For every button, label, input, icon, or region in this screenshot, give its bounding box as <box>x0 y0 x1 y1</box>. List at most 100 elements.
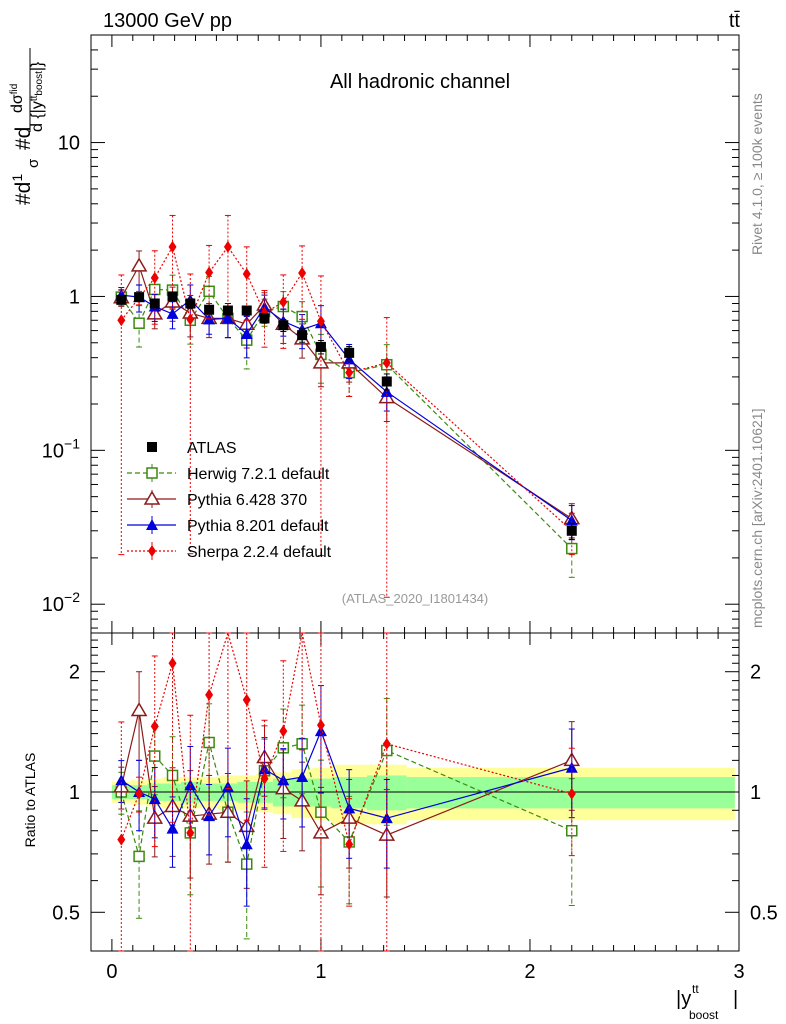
legend: ATLAS Herwig 7.2.1 default Pythia 6.428 37… <box>127 440 332 561</box>
y-label-numerator: dσfid <box>9 84 27 113</box>
x-label-abs-close: | <box>733 988 738 1010</box>
ratio-axes: 0 1 2 3 0.5 0.5 1 1 2 2 <box>52 632 778 983</box>
legend-marker-pythia-6-428-370 <box>143 490 161 505</box>
sherpa-2-2-4-default-ratio-point <box>279 725 288 738</box>
atlas-point <box>167 291 178 302</box>
sherpa-2-2-4-default-ratio-point <box>117 833 126 846</box>
herwig-7-2-1-default-ratio-point <box>566 824 578 837</box>
y-tick-label: 10−2 <box>42 589 80 616</box>
ratio-tick-label-right: 1 <box>750 782 761 804</box>
legend-label-atlas: ATLAS <box>187 440 237 457</box>
pythia-8-201-default-line <box>121 294 573 521</box>
legend-marker-atlas <box>147 442 157 452</box>
sherpa-2-2-4-default-ratio-point <box>242 693 251 706</box>
pythia-8-201-default-ratio-point <box>148 793 161 805</box>
ratio-series-layer <box>113 630 581 952</box>
herwig-7-2-1-default-point <box>133 317 145 329</box>
process-label: tt̄ <box>729 10 741 32</box>
legend-marker-herwig-7-2-1-default <box>146 467 158 479</box>
legend-label-pythia-8-201-default: Pythia 8.201 default <box>187 518 329 535</box>
channel-title: All hadronic channel <box>330 71 510 93</box>
ratio-y-label: Ratio to ATLAS <box>22 753 38 848</box>
sherpa-2-2-4-default-line <box>120 245 573 532</box>
atlas-point <box>259 313 270 324</box>
herwig-7-2-1-default-point <box>566 542 578 555</box>
sherpa-2-2-4-default-point <box>117 314 126 327</box>
sherpa-2-2-4-default-point <box>345 366 354 379</box>
pythia-6-428-370-point <box>130 257 148 272</box>
atlas-point <box>204 304 215 315</box>
sherpa-2-2-4-default-point <box>242 267 251 280</box>
x-label-tt: tt <box>692 982 699 996</box>
analysis-id: (ATLAS_2020_I1801434) <box>342 591 488 606</box>
atlas-point <box>116 294 127 305</box>
sherpa-2-2-4-default-ratio-point <box>260 772 269 785</box>
sherpa-2-2-4-default-ratio-point <box>168 657 177 670</box>
sherpa-2-2-4-default-point <box>316 315 325 328</box>
atlas-point <box>222 305 233 316</box>
atlas-point <box>185 298 196 309</box>
herwig-7-2-1-default-ratio-point <box>133 850 145 863</box>
ratio-tick-label-right: 2 <box>750 662 761 684</box>
pythia-8-201-default-point <box>240 328 253 340</box>
mcplots-label: mcplots.cern.ch [arXiv:2401.10621] <box>749 409 765 628</box>
atlas-point <box>566 525 577 536</box>
main-axes: 10−2 10−1 1 10 <box>42 34 740 633</box>
y-tick-label: 10 <box>58 133 80 155</box>
sherpa-2-2-4-default-point <box>382 356 391 369</box>
legend-label-sherpa-2-2-4-default: Sherpa 2.2.4 default <box>187 544 332 561</box>
pythia-8-201-default-ratio-point <box>166 822 179 834</box>
x-tick-label: 2 <box>524 961 535 983</box>
x-axis-label: |y tt boost | <box>676 982 738 1022</box>
atlas-point <box>134 292 145 303</box>
sherpa-2-2-4-default-ratio-point <box>567 787 576 800</box>
beam-label: 13000 GeV pp <box>103 10 232 32</box>
atlas-point <box>241 305 252 316</box>
atlas-point <box>344 347 355 358</box>
atlas-point <box>381 376 392 387</box>
sherpa-2-2-4-default-ratio-point <box>345 838 354 851</box>
pythia-8-201-default-point <box>166 307 179 319</box>
x-tick-label: 1 <box>315 961 326 983</box>
sherpa-2-2-4-default-ratio-point <box>135 787 144 800</box>
y-label-sigma: σ <box>25 158 42 168</box>
sherpa-2-2-4-default-ratio-point <box>186 826 195 839</box>
sherpa-2-2-4-default-ratio-point <box>150 720 159 733</box>
sherpa-2-2-4-default-point <box>186 313 195 326</box>
sherpa-2-2-4-default-ratio-point <box>316 719 325 732</box>
legend-marker-pythia-8-201-default <box>146 519 158 530</box>
sherpa-2-2-4-default-point <box>223 240 232 253</box>
ratio-tick-label: 1 <box>69 782 80 804</box>
x-tick-label: 3 <box>733 961 744 983</box>
y-label-hashd: #d <box>12 127 35 150</box>
pythia-8-201-default-ratio-point <box>565 761 578 773</box>
x-tick-label: 0 <box>106 961 117 983</box>
pythia-8-201-default-point <box>221 312 234 324</box>
sherpa-2-2-4-default-ratio-point <box>382 737 391 750</box>
y-label-prefix: #d1 <box>9 174 35 205</box>
rivet-version-label: Rivet 4.1.0, ≥ 100k events <box>749 93 765 255</box>
atlas-point <box>278 320 289 331</box>
sherpa-2-2-4-default-point <box>205 266 214 279</box>
herwig-7-2-1-default-line <box>120 288 573 549</box>
sherpa-2-2-4-default-ratio-point <box>205 688 214 701</box>
atlas-point <box>315 341 326 352</box>
pythia-6-428-370-ratio-point <box>130 701 148 717</box>
legend-label-herwig-7-2-1-default: Herwig 7.2.1 default <box>187 466 330 483</box>
sherpa-2-2-4-default-point <box>298 267 307 280</box>
sherpa-2-2-4-default-point <box>279 296 288 309</box>
pythia-8-201-default-ratio-point <box>240 838 253 850</box>
sherpa-2-2-4-default-point <box>150 271 159 284</box>
atlas-point <box>149 298 160 309</box>
sherpa-2-2-4-default-point <box>168 240 177 253</box>
herwig-7-2-1-default-point <box>149 283 161 296</box>
main-y-axis-label: #d1 σ #d dσfid d {|yttboost|} <box>9 48 47 205</box>
atlas-point <box>297 330 308 341</box>
x-label-boost: boost <box>689 1008 719 1022</box>
ratio-tick-label: 0.5 <box>52 902 80 924</box>
y-label-denominator: d {|yttboost|} <box>29 61 47 132</box>
main-series-layer <box>113 214 581 598</box>
pythia-8-201-default-ratio-point <box>277 774 290 786</box>
y-tick-label: 1 <box>69 286 80 308</box>
